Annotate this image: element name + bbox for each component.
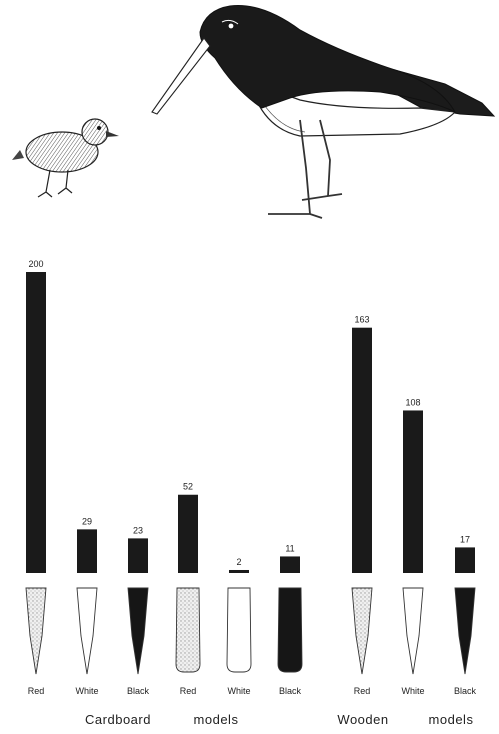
- bar-value-label-5: 11: [285, 543, 294, 553]
- category-label-1: White: [75, 686, 98, 696]
- bill-model-icon-5: [277, 587, 303, 673]
- oystercatcher-adult-icon: [151, 5, 496, 219]
- category-label-2: Black: [127, 686, 150, 696]
- bar-8: [455, 547, 475, 573]
- bill-model-icon-3: [175, 587, 201, 673]
- bar-value-label-3: 52: [183, 482, 193, 492]
- bill-model-icon-0: [25, 587, 47, 675]
- group-label-1-word-1: models: [429, 712, 474, 727]
- category-label-6: Red: [354, 686, 371, 696]
- bar-value-label-0: 200: [28, 259, 43, 269]
- bar-value-label-6: 163: [354, 315, 369, 325]
- bar-4: [229, 569, 249, 573]
- bar-value-label-1: 29: [82, 516, 92, 526]
- bill-model-icon-6: [351, 587, 373, 675]
- group-label-1-word-0: Wooden: [337, 712, 388, 727]
- oystercatcher-chick-icon: [12, 118, 119, 198]
- group-label-0-word-1: models: [194, 712, 239, 727]
- bars-layer: [26, 272, 475, 573]
- bill-model-icon-7: [402, 587, 424, 675]
- bar-0: [26, 272, 46, 573]
- bill-models-layer: [25, 587, 476, 675]
- bar-value-label-8: 17: [460, 534, 470, 544]
- category-label-7: White: [401, 686, 424, 696]
- category-label-8: Black: [454, 686, 477, 696]
- category-label-0: Red: [28, 686, 45, 696]
- bar-2: [128, 538, 148, 573]
- bill-model-icon-2: [127, 587, 149, 675]
- bar-1: [77, 529, 97, 573]
- bar-7: [403, 410, 423, 573]
- bill-model-icon-4: [226, 587, 252, 673]
- bar-value-label-4: 2: [236, 557, 241, 567]
- category-label-4: White: [227, 686, 250, 696]
- bill-model-icon-1: [76, 587, 98, 675]
- bar-3: [178, 494, 198, 573]
- bill-model-icon-8: [454, 587, 476, 675]
- bar-6: [352, 327, 372, 573]
- group-label-0-word-0: Cardboard: [85, 712, 151, 727]
- labels-layer: 200 Red 29 White 23 Black 52 Red 2 White 11 Black 16…: [28, 259, 477, 727]
- bar-value-label-7: 108: [405, 397, 420, 407]
- category-label-5: Black: [279, 686, 302, 696]
- category-label-3: Red: [180, 686, 197, 696]
- bar-value-label-2: 23: [133, 525, 143, 535]
- bar-5: [280, 556, 300, 573]
